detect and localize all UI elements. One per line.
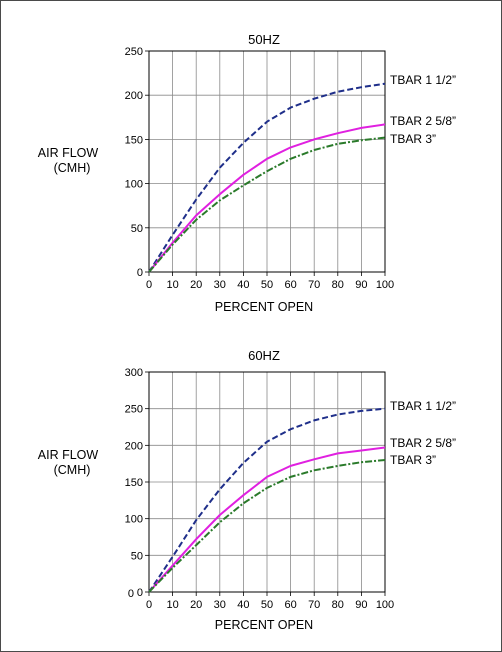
y-tick-label: 200 [125,90,143,102]
x-tick-label: 40 [237,279,249,291]
chart-title: 60HZ [248,348,280,363]
series-label: TBAR 2 5/8” [390,436,456,450]
y-axis-label-line2: (CMH) [54,463,91,477]
x-axis-label: PERCENT OPEN [215,300,313,314]
x-tick-label: 20 [190,279,202,291]
series-line [148,123,386,273]
y-tick-label: 50 [131,223,143,235]
y-tick-label: 50 [131,550,143,562]
series-line [148,459,386,593]
y-tick-label: 150 [125,477,143,489]
x-tick-label: 60 [284,599,296,611]
y-tick-label: 150 [125,134,143,146]
plot-border [148,50,386,273]
x-tick-label: 30 [214,279,226,291]
x-tick-label: 70 [308,279,320,291]
x-tick-label: 10 [166,599,178,611]
series-line [148,446,386,593]
x-tick-label: 90 [355,599,367,611]
x-tick-label: 10 [166,279,178,291]
x-tick-label: 40 [237,599,249,611]
x-tick-label: 30 [214,599,226,611]
series-label: TBAR 1 1/2” [390,399,456,413]
x-tick-label: 100 [376,599,394,611]
series-line [148,407,386,593]
y-tick-label: 250 [125,46,143,58]
y-tick-label-extra: 0 [128,588,134,600]
y-tick-label: 250 [125,404,143,416]
y-tick-label: 100 [125,179,143,191]
x-tick-label: 80 [332,599,344,611]
y-tick-label: 100 [125,514,143,526]
x-tick-label: 0 [146,279,152,291]
x-axis-label: PERCENT OPEN [215,618,313,632]
plot-border [148,371,386,593]
y-axis-label-line2: (CMH) [54,161,91,175]
y-tick-label: 0 [137,267,143,279]
chart-title: 50HZ [248,32,280,47]
x-tick-label: 90 [355,279,367,291]
x-tick-label: 100 [376,279,394,291]
series-label: TBAR 2 5/8” [390,114,456,128]
x-tick-label: 60 [284,279,296,291]
x-tick-label: 0 [146,599,152,611]
y-axis-label-line1: AIR FLOW [38,448,99,462]
series-line [148,136,386,273]
x-tick-label: 50 [261,599,273,611]
x-tick-label: 70 [308,599,320,611]
x-tick-label: 80 [332,279,344,291]
y-axis-label-line1: AIR FLOW [38,146,99,160]
y-tick-label: 200 [125,440,143,452]
x-tick-label: 20 [190,599,202,611]
series-label: TBAR 3” [390,453,436,467]
series-label: TBAR 1 1/2” [390,73,456,87]
x-tick-label: 50 [261,279,273,291]
series-label: TBAR 3” [390,132,436,146]
series-line [148,82,386,273]
y-tick-label: 300 [125,367,143,379]
y-tick-label: 0 [137,587,143,599]
